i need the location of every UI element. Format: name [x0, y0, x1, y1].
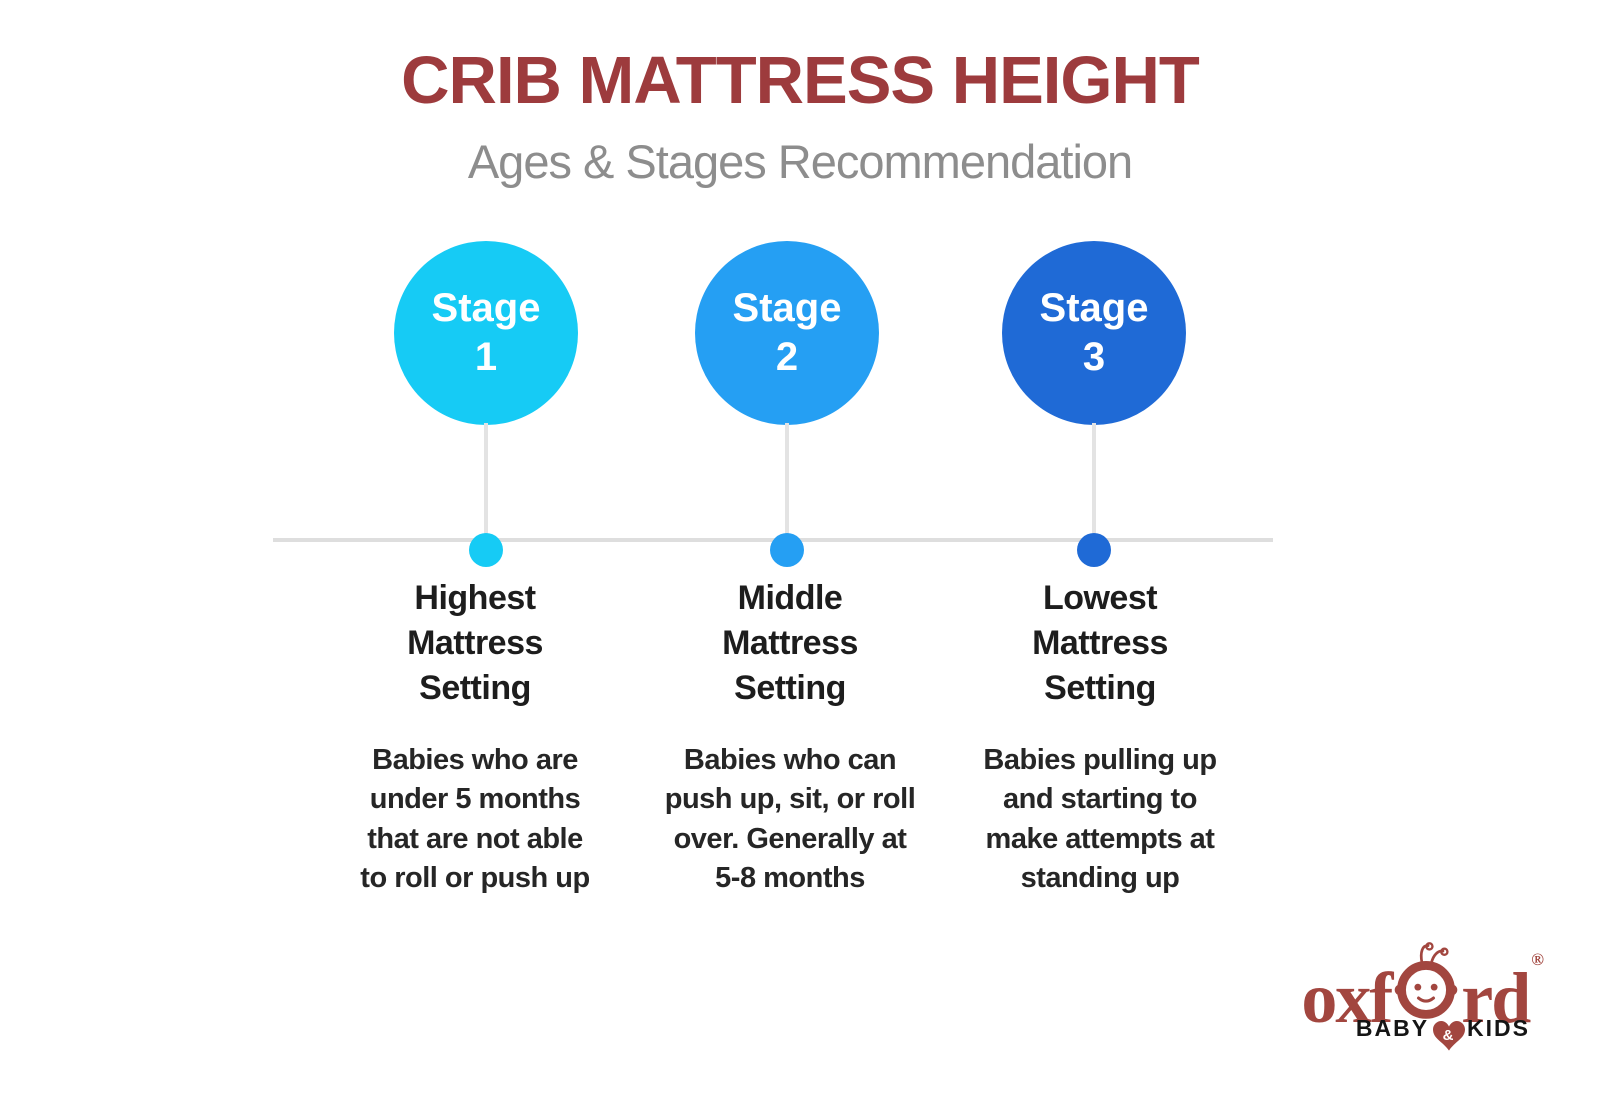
- stage-2-heading: Middle Mattress Setting: [722, 579, 858, 707]
- registered-trademark: ®: [1531, 950, 1544, 969]
- logo-text-start: oxf: [1301, 957, 1393, 1038]
- stage-2-circle: Stage 2: [695, 241, 879, 425]
- logo-tagline: BABY & KIDS: [1301, 1015, 1544, 1051]
- stage-2-description: Babies who can push up, sit, or roll ove…: [664, 743, 916, 894]
- stage-1-timeline-dot: [469, 533, 503, 567]
- stage-3-timeline-dot: [1077, 533, 1111, 567]
- logo-tagline-baby: BABY: [1355, 1015, 1430, 1041]
- stage-3-description: Babies pulling up and starting to make a…: [983, 743, 1217, 894]
- page-subtitle: Ages & Stages Recommendation: [467, 135, 1133, 188]
- logo-wordmark: oxf rd ®: [1301, 938, 1544, 1038]
- stage-1-name: Stage: [431, 286, 541, 331]
- baby-face-icon: [1395, 942, 1458, 1019]
- heart-icon: &: [1433, 1021, 1466, 1051]
- stage-3-name: Stage: [1039, 286, 1149, 331]
- stage-1-column: Highest Mattress Setting Babies who are …: [310, 576, 640, 898]
- stage-2-timeline-dot: [770, 533, 804, 567]
- stage-3-circle: Stage 3: [1002, 241, 1186, 425]
- stage-3-number: 3: [1082, 335, 1106, 379]
- logo-tagline-kids: KIDS: [1467, 1015, 1530, 1041]
- stage-1-number: 1: [474, 335, 498, 379]
- logo-tagline-amp: &: [1443, 1027, 1456, 1044]
- page-title: CRIB MATTRESS HEIGHT: [401, 43, 1200, 118]
- stage-1-description: Babies who are under 5 months that are n…: [360, 743, 590, 894]
- stage-1-circle: Stage 1: [394, 241, 578, 425]
- stage-2-column: Middle Mattress Setting Babies who can p…: [625, 576, 955, 898]
- stage-3-connector-line: [1092, 423, 1096, 540]
- stage-3-heading: Lowest Mattress Setting: [1032, 579, 1168, 707]
- stage-2-connector-line: [785, 423, 789, 540]
- logo-text-end: rd: [1461, 957, 1531, 1038]
- stage-1-connector-line: [484, 423, 488, 540]
- brand-logo: oxf rd ® BABY & KIDS: [1301, 938, 1544, 1051]
- stage-2-name: Stage: [732, 286, 842, 331]
- stage-1-heading: Highest Mattress Setting: [407, 579, 543, 707]
- stage-2-number: 2: [775, 335, 799, 379]
- stage-3-column: Lowest Mattress Setting Babies pulling u…: [935, 576, 1265, 898]
